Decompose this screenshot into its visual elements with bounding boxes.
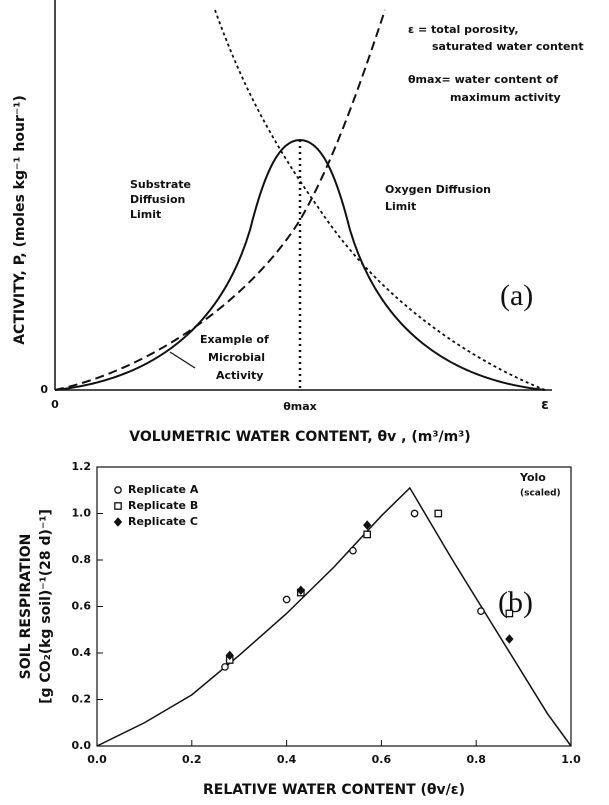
- curve-label: Microbial: [208, 351, 265, 364]
- legend-marker: [113, 517, 123, 527]
- point: [505, 609, 514, 618]
- panel-label: (a): [500, 279, 533, 312]
- x-tick-label: ε: [541, 397, 549, 413]
- x-axis-label: RELATIVE WATER CONTENT (θv/ε): [203, 782, 465, 798]
- y-axis-label: [g CO₂(kg soil)⁻¹(28 d)⁻¹]: [38, 509, 54, 704]
- y-tick-label: 0: [40, 383, 48, 396]
- substrate-curve: [54, 9, 386, 391]
- legend-label: Replicate B: [128, 499, 198, 512]
- legend-label: Replicate A: [128, 483, 199, 496]
- x-tick-label: 0.8: [466, 753, 486, 766]
- x-tick-label: 1.0: [561, 753, 581, 766]
- x-tick-label: 0.0: [87, 753, 107, 766]
- curve-label: Limit: [130, 208, 161, 221]
- curve-label: Oxygen Diffusion: [385, 183, 491, 196]
- x-tick-label: 0.6: [372, 753, 392, 766]
- curve-label: Example of: [200, 333, 269, 346]
- oxygen-curve: [214, 9, 546, 391]
- y-tick-label: 0.0: [72, 739, 92, 752]
- legend-marker: [114, 486, 122, 494]
- point: [363, 530, 372, 539]
- y-tick-label: 1.2: [72, 460, 92, 473]
- x-tick-label: 0: [51, 398, 59, 411]
- curve-label: Limit: [385, 200, 416, 213]
- y-tick-label: 0.8: [72, 553, 92, 566]
- curve-label: Yolo: [519, 471, 546, 484]
- panel-label: (b): [498, 586, 533, 619]
- point: [477, 607, 485, 616]
- point: [296, 585, 305, 595]
- point: [434, 509, 443, 518]
- legend-label: Replicate C: [128, 515, 198, 528]
- y-tick-label: 1.0: [72, 507, 92, 520]
- y-tick-label: 0.4: [72, 646, 92, 659]
- pointer: [169, 351, 196, 369]
- point: [349, 546, 357, 555]
- x-tick-label: 0.2: [182, 753, 202, 766]
- x-tick-label: 0.4: [277, 753, 297, 766]
- note: saturated water content: [432, 40, 584, 53]
- note: maximum activity: [450, 91, 561, 104]
- point: [505, 634, 514, 644]
- curve-label: Substrate: [130, 178, 191, 191]
- y-axis-label: ACTIVITY, P, (moles kg⁻¹ hour⁻¹): [12, 95, 28, 345]
- point: [363, 520, 372, 530]
- model-curve: [96, 486, 572, 747]
- point: [221, 663, 229, 671]
- point: [282, 595, 291, 604]
- curve-label: Diffusion: [130, 193, 185, 206]
- y-tick-label: 0.2: [72, 693, 92, 706]
- legend-marker: [114, 502, 122, 510]
- note: ε = total porosity,: [408, 23, 519, 36]
- curve-label: Activity: [216, 369, 263, 382]
- point: [410, 509, 419, 518]
- note: θmax= water content of: [408, 73, 558, 86]
- y-tick-label: 0.6: [72, 600, 92, 613]
- x-tick-label: θmax: [283, 400, 317, 413]
- x-axis-label: VOLUMETRIC WATER CONTENT, θv , (m³/m³): [129, 429, 470, 445]
- curve-label: (scaled): [520, 489, 561, 499]
- y-axis-label: SOIL RESPIRATION: [18, 534, 34, 680]
- point: [225, 650, 234, 661]
